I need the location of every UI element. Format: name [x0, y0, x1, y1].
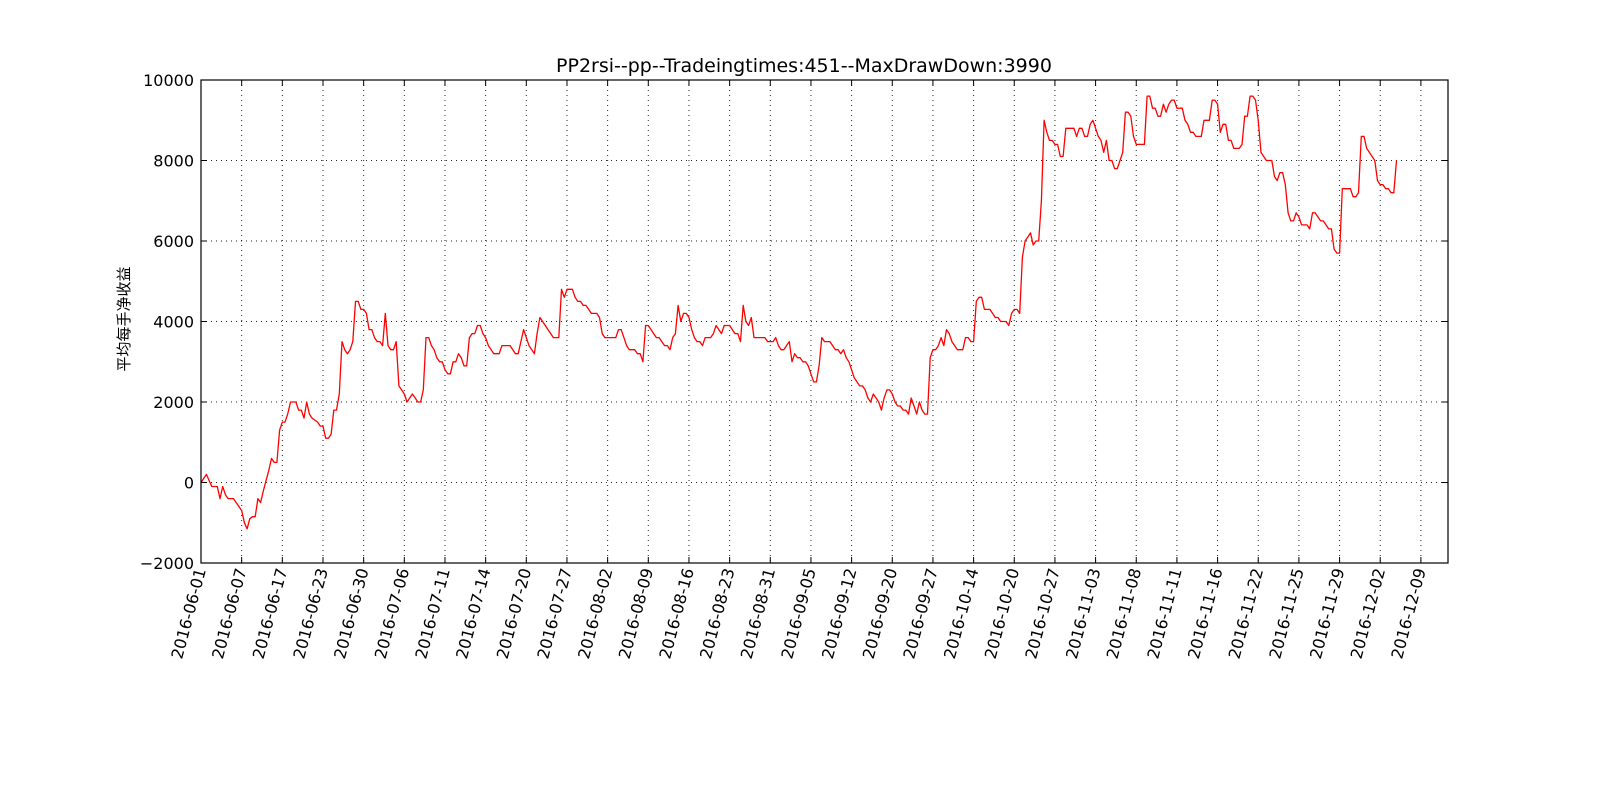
- x-tick-label: 2016-06-17: [249, 566, 291, 661]
- y-tick-label: −2000: [140, 554, 194, 573]
- y-tick-label: 8000: [153, 152, 194, 171]
- y-tick-label: 10000: [143, 71, 194, 90]
- x-tick-label: 2016-12-09: [1387, 566, 1429, 661]
- series-layer: [200, 95, 1398, 530]
- x-tick-label: 2016-09-27: [899, 566, 941, 661]
- x-tick-label: 2016-10-14: [940, 566, 982, 661]
- x-tick-label: 2016-06-23: [289, 566, 331, 661]
- x-tick-label: 2016-11-25: [1265, 566, 1307, 661]
- y-tick-label: 0: [184, 474, 194, 493]
- x-tick-label: 2016-11-11: [1143, 566, 1185, 661]
- x-tick-label: 2016-07-20: [493, 566, 535, 661]
- x-tick-label: 2016-11-29: [1306, 566, 1348, 661]
- y-tick-label: 6000: [153, 232, 194, 251]
- x-tick-label: 2016-12-02: [1347, 566, 1389, 661]
- x-tick-label: 2016-07-14: [452, 566, 494, 661]
- y-tick-label: 2000: [153, 393, 194, 412]
- x-tick-label: 2016-11-16: [1184, 566, 1226, 661]
- x-tick-label: 2016-09-12: [818, 566, 860, 661]
- x-tick-label: 2016-08-31: [737, 566, 779, 661]
- x-tick-label: 2016-07-11: [411, 566, 453, 661]
- grid-layer: [201, 80, 1448, 563]
- x-tick-label: 2016-09-05: [777, 566, 819, 661]
- x-tick-label: 2016-11-08: [1103, 566, 1145, 661]
- chart-title: PP2rsi--pp--Tradeingtimes:451--MaxDrawDo…: [556, 55, 1052, 77]
- tick-layer: −200002000400060008000100002016-06-01201…: [140, 71, 1448, 661]
- x-tick-label: 2016-10-20: [981, 566, 1023, 661]
- x-tick-label: 2016-10-27: [1021, 566, 1063, 661]
- x-tick-label: 2016-07-27: [533, 566, 575, 661]
- x-tick-label: 2016-07-06: [371, 566, 413, 661]
- x-tick-label: 2016-08-23: [696, 566, 738, 661]
- x-tick-label: 2016-11-03: [1062, 566, 1104, 661]
- x-tick-label: 2016-06-30: [330, 566, 372, 661]
- x-tick-label: 2016-11-22: [1225, 566, 1267, 661]
- x-tick-label: 2016-06-01: [167, 566, 209, 661]
- x-tick-label: 2016-08-02: [574, 566, 616, 661]
- series-line: [200, 95, 1398, 530]
- y-tick-label: 4000: [153, 313, 194, 332]
- x-tick-label: 2016-06-07: [208, 566, 250, 661]
- y-axis-label: 平均每手净收益: [115, 266, 133, 371]
- x-tick-label: 2016-08-09: [615, 566, 657, 661]
- x-tick-label: 2016-08-16: [655, 566, 697, 661]
- x-tick-label: 2016-09-20: [859, 566, 901, 661]
